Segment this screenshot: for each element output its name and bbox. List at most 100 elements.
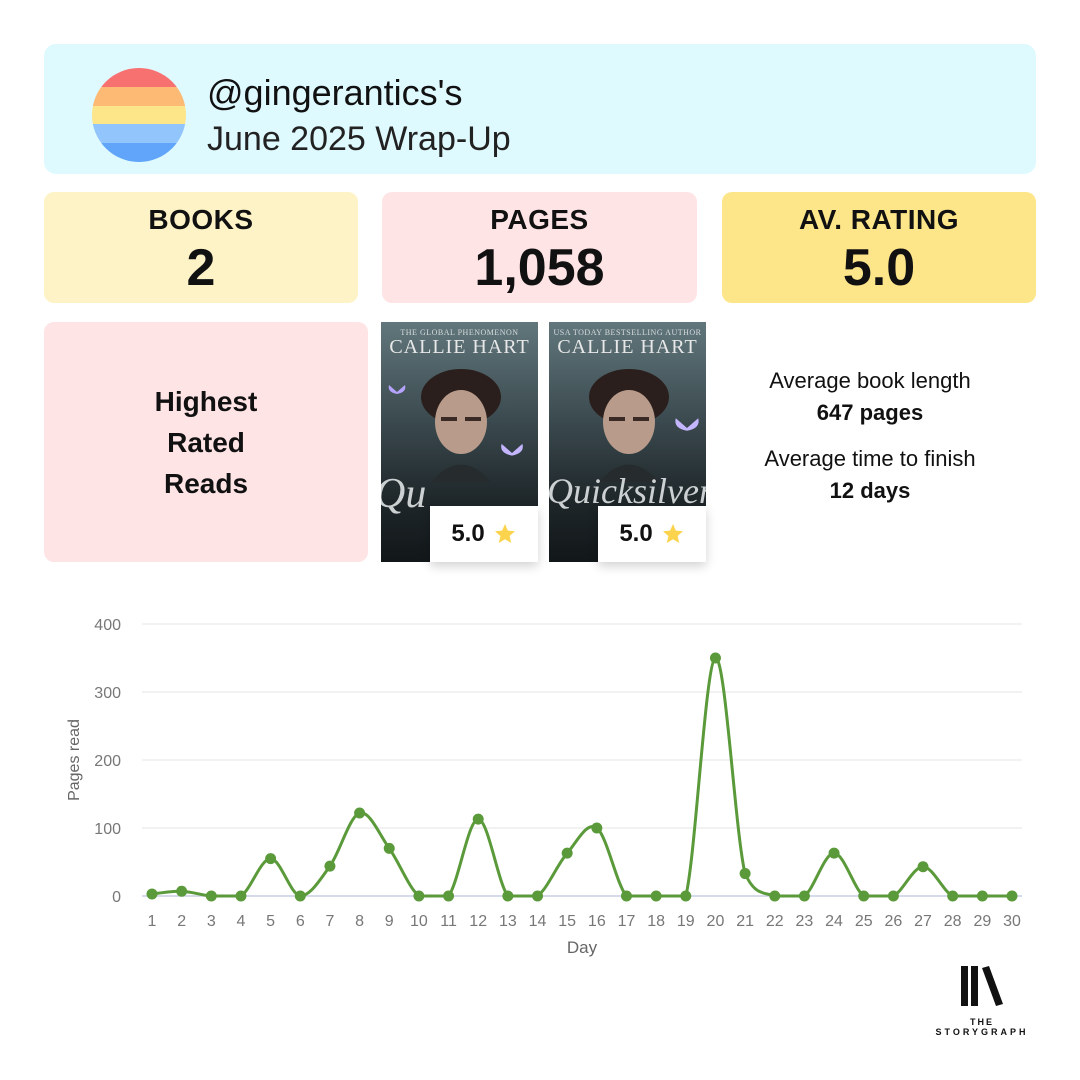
x-tick-label: 17 [618,913,636,930]
x-tick-label: 5 [266,913,275,930]
data-point [235,890,247,902]
data-point [324,860,336,872]
star-icon [494,524,515,543]
avatar-stripe [92,143,186,162]
cover-title-art: Qu [381,471,427,517]
cover-portrait-icon [421,369,501,482]
data-point [650,890,662,902]
data-point [976,890,988,902]
data-point [502,890,514,902]
highest-rated-title: Highest Rated Reads [154,385,258,499]
data-point [739,868,751,880]
x-tick-label: 26 [884,913,902,930]
data-point [561,847,573,859]
book-rating-badge: 5.0 [430,506,538,562]
data-point [798,890,810,902]
data-point [620,890,632,902]
rating-stat-label: AV. RATING [798,204,960,235]
x-tick-label: 9 [385,913,394,930]
x-tick-label: 30 [1003,913,1021,930]
x-tick-label: 15 [558,913,576,930]
data-point [146,888,158,900]
x-tick-label: 29 [973,913,991,930]
books-stat-label: BOOKS [148,204,254,235]
y-tick-label: 200 [94,753,121,770]
cover-tagline: USA TODAY BESTSELLING AUTHOR [553,328,702,337]
averages-panel: Average book length 647 pages Average ti… [720,368,1020,504]
data-point [858,890,870,902]
data-point [205,890,217,902]
storygraph-logo: THE STORYGRAPH [922,964,1042,1037]
cover-portrait-icon [589,369,669,482]
avatar-stripe [92,105,186,125]
data-point [413,890,425,902]
series-line [151,656,1012,898]
data-point [294,890,306,902]
x-tick-label: 28 [944,913,962,930]
cover-author: CALLIE HART [557,336,698,358]
pages-stat-card: PAGES 1,058 [382,192,697,303]
data-point [828,847,840,859]
data-point [354,807,366,819]
x-tick-label: 6 [296,913,305,930]
x-tick-label: 10 [410,913,428,930]
book-cover-2[interactable]: USA TODAY BESTSELLING AUTHOR CALLIE HART… [549,322,706,562]
butterfly-icon [501,443,523,456]
x-tick-label: 16 [588,913,606,930]
wrap-up-header: @gingerantics's June 2025 Wrap-Up [44,44,1036,174]
x-tick-label: 20 [707,913,725,930]
y-axis-label: Pages read [66,719,83,801]
data-point [176,885,188,897]
highest-rated-card: Highest Rated Reads [44,322,368,562]
pages-stat-label: PAGES [490,204,589,235]
x-tick-label: 27 [914,913,932,930]
data-point [769,890,781,902]
y-tick-label: 400 [94,617,121,634]
rating-stat-card: AV. RATING 5.0 [722,192,1036,303]
data-point [1006,890,1018,902]
average-length-value: 647 pages [816,400,924,425]
average-time-value: 12 days [829,478,911,503]
data-point [383,842,395,854]
x-tick-label: 2 [177,913,186,930]
data-point [887,890,899,902]
cover-tagline: THE GLOBAL PHENOMENON [400,328,519,337]
y-tick-label: 300 [94,685,121,702]
book-cover-art: THE GLOBAL PHENOMENON CALLIE HART Qu [381,322,538,562]
x-tick-label: 3 [207,913,216,930]
x-tick-label: 24 [825,913,843,930]
x-tick-label: 23 [796,913,814,930]
x-tick-label: 7 [325,913,334,930]
data-point [265,853,277,865]
data-point [947,890,959,902]
x-tick-label: 21 [736,913,754,930]
y-tick-label: 0 [112,889,121,906]
book-rating-value: 5.0 [619,520,653,547]
x-tick-label: 11 [440,913,457,930]
avatar-stripe [92,86,186,106]
wrap-up-title: June 2025 Wrap-Up [207,120,511,158]
book-cover-1[interactable]: THE GLOBAL PHENOMENON CALLIE HART Qu 5.0 [381,322,538,562]
average-length-label: Average book length [769,368,971,393]
x-tick-label: 19 [677,913,695,930]
x-tick-label: 18 [647,913,665,930]
data-point [709,652,721,664]
logo-line-2: STORYGRAPH [935,1027,1029,1037]
avatar [92,68,186,162]
x-tick-label: 1 [148,913,157,930]
data-point [443,890,455,902]
x-tick-label: 13 [499,913,517,930]
x-tick-label: 22 [766,913,784,930]
butterfly-icon [675,418,699,431]
book-rating-badge: 5.0 [598,506,706,562]
rating-stat-value: 5.0 [842,239,916,297]
data-point [472,813,484,825]
data-point [591,822,603,834]
y-tick-label: 100 [94,821,121,838]
data-point [532,890,544,902]
x-tick-label: 25 [855,913,873,930]
logo-line-1: THE [970,1017,994,1027]
x-axis-label: Day [567,938,598,957]
username: @gingerantics's [207,72,463,113]
